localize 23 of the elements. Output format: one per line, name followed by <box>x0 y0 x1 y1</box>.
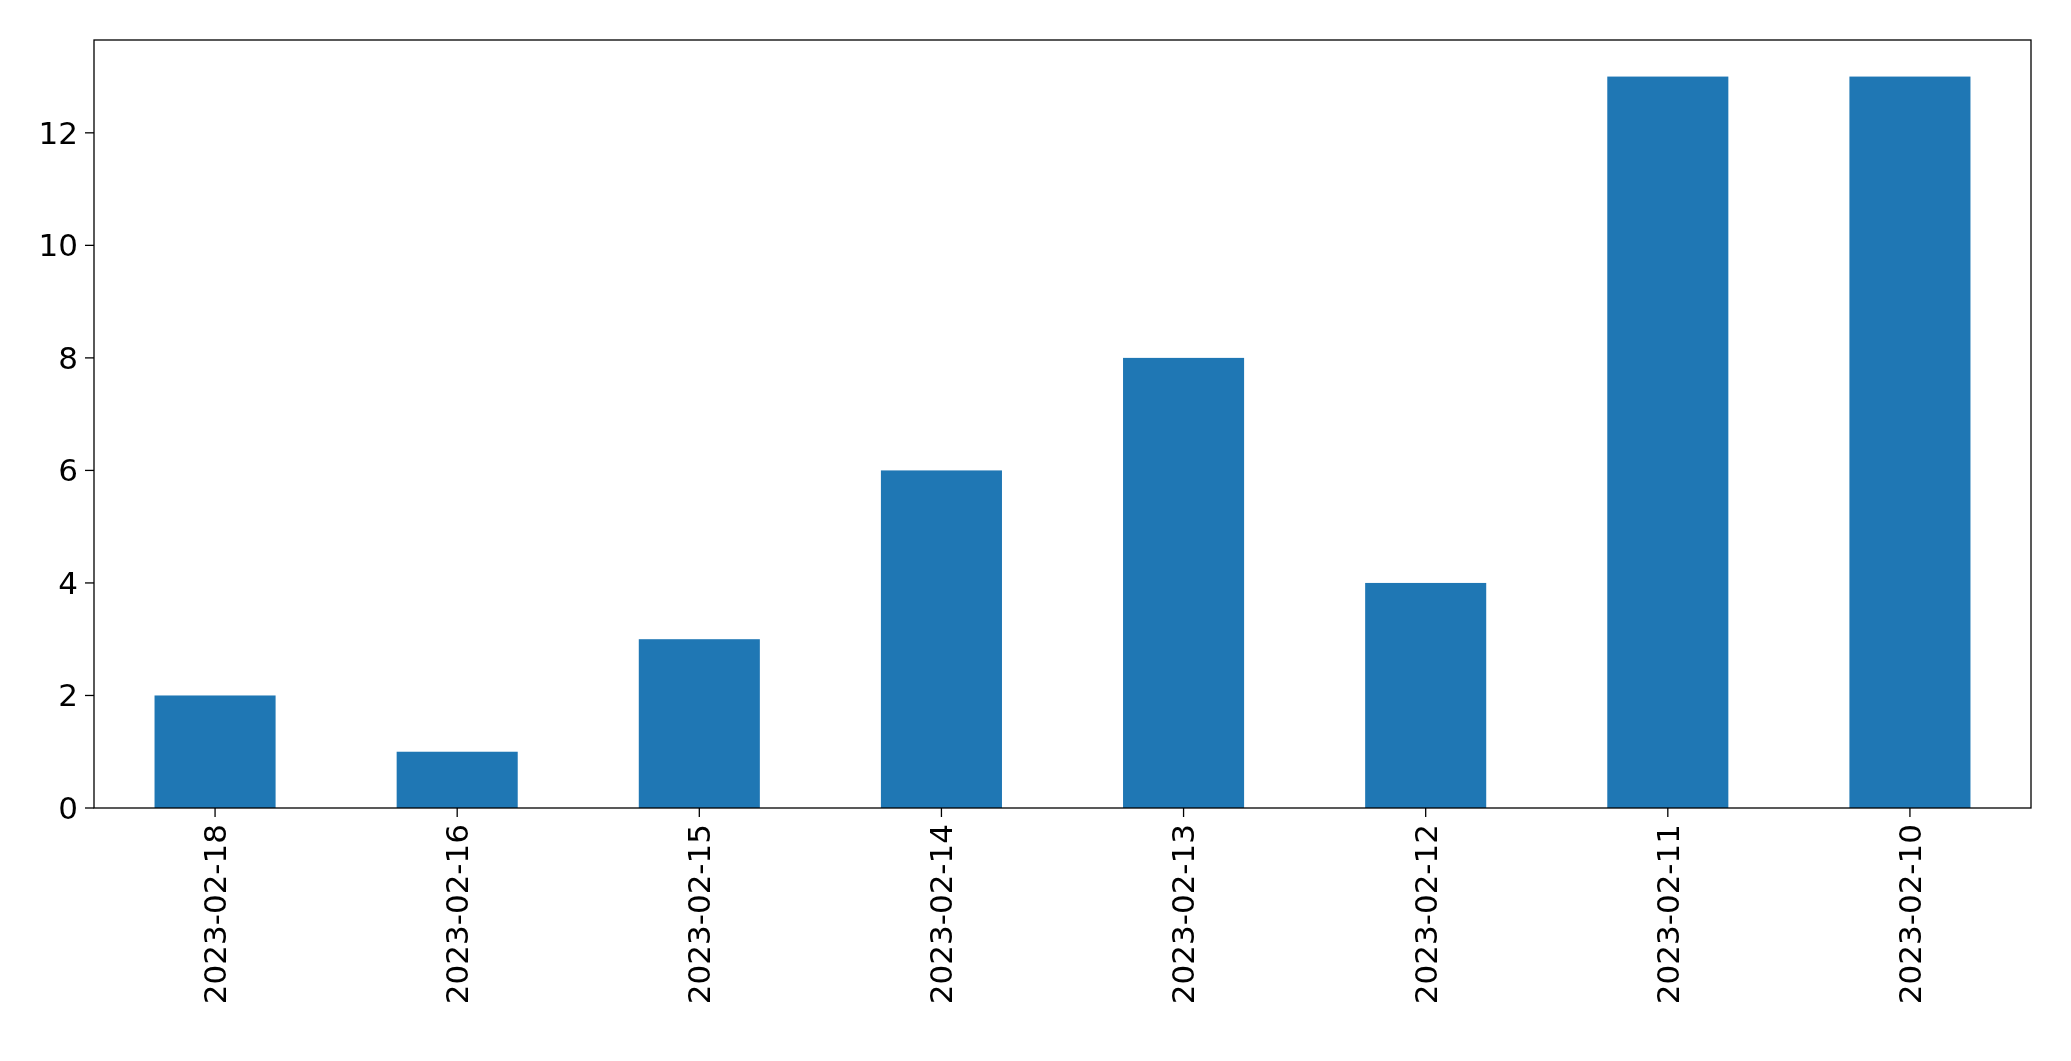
x-tick-label: 2023-02-13 <box>1165 824 1202 1005</box>
bar <box>1849 76 1971 808</box>
y-tick-label: 8 <box>58 339 78 376</box>
x-tick-label: 2023-02-16 <box>439 824 476 1005</box>
bar <box>1607 76 1729 808</box>
y-tick-label: 6 <box>58 452 78 489</box>
x-tick-label: 2023-02-11 <box>1649 824 1686 1005</box>
y-tick-label: 0 <box>58 789 78 826</box>
bar <box>396 751 518 808</box>
y-tick-label: 10 <box>38 227 78 264</box>
bar <box>1365 582 1487 808</box>
bar <box>1123 357 1245 808</box>
bar <box>880 470 1002 808</box>
y-tick-label: 2 <box>58 677 78 714</box>
x-tick-label: 2023-02-18 <box>196 824 233 1005</box>
bar <box>638 639 760 808</box>
x-tick-label: 2023-02-10 <box>1891 824 1928 1005</box>
y-tick-label: 12 <box>38 114 78 151</box>
x-tick-label: 2023-02-15 <box>681 824 718 1005</box>
y-tick-label: 4 <box>58 564 78 601</box>
x-tick-label: 2023-02-14 <box>923 824 960 1005</box>
bar <box>154 695 276 808</box>
x-tick-label: 2023-02-12 <box>1407 824 1444 1005</box>
